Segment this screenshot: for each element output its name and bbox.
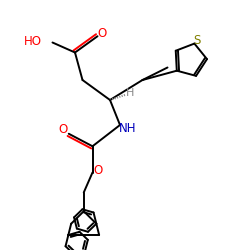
Text: HO: HO — [24, 35, 42, 48]
Text: NH: NH — [119, 122, 136, 134]
Text: H: H — [126, 88, 135, 98]
Text: O: O — [58, 123, 68, 136]
Text: O: O — [98, 27, 106, 40]
Text: O: O — [93, 164, 102, 177]
Text: S: S — [193, 34, 200, 47]
